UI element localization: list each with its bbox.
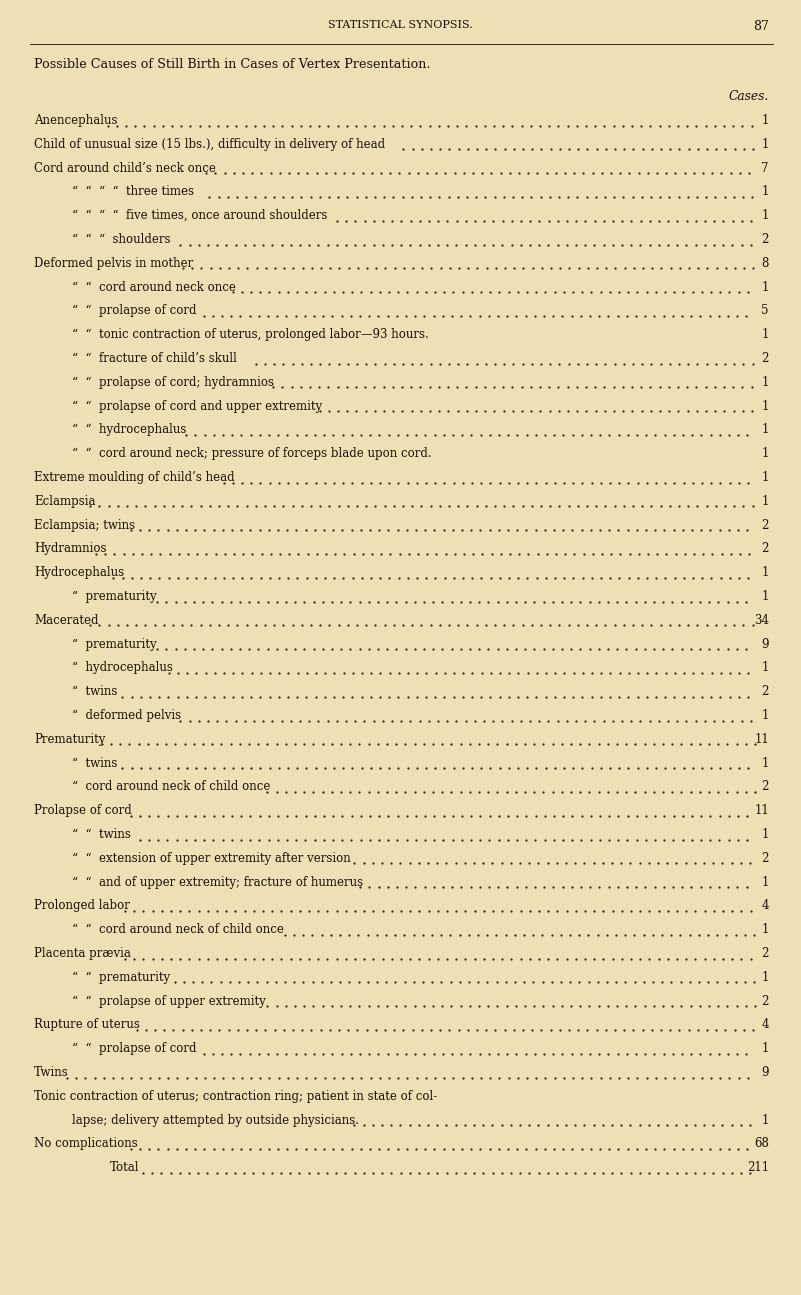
Text: “  “  tonic contraction of uterus, prolonged labor—93 hours.: “ “ tonic contraction of uterus, prolong… [72,328,429,341]
Text: 1: 1 [762,708,769,723]
Text: 1: 1 [762,210,769,223]
Text: 11: 11 [755,804,769,817]
Text: Cord around child’s neck once: Cord around child’s neck once [34,162,216,175]
Text: “  deformed pelvis: “ deformed pelvis [72,708,181,723]
Text: 4: 4 [762,900,769,913]
Text: “  “  prematurity: “ “ prematurity [72,971,170,984]
Text: Macerated: Macerated [34,614,99,627]
Text: 1: 1 [762,423,769,436]
Text: “  “  cord around neck; pressure of forceps blade upon cord.: “ “ cord around neck; pressure of forcep… [72,447,432,460]
Text: 1: 1 [762,591,769,603]
Text: “  “  cord around neck once: “ “ cord around neck once [72,281,235,294]
Text: 1: 1 [762,1114,769,1127]
Text: Twins: Twins [34,1066,69,1079]
Text: 2: 2 [762,233,769,246]
Text: Eclampsia; twins: Eclampsia; twins [34,518,135,532]
Text: “  prematurity: “ prematurity [72,637,157,650]
Text: 1: 1 [762,114,769,127]
Text: Eclampsia: Eclampsia [34,495,95,508]
Text: 4: 4 [762,1018,769,1031]
Text: 2: 2 [762,947,769,960]
Text: Child of unusual size (15 lbs.), difficulty in delivery of head: Child of unusual size (15 lbs.), difficu… [34,137,385,150]
Text: Extreme moulding of child’s head: Extreme moulding of child’s head [34,471,235,484]
Text: 1: 1 [762,376,769,388]
Text: Cases.: Cases. [729,89,769,104]
Text: 1: 1 [762,137,769,150]
Text: “  “  prolapse of cord: “ “ prolapse of cord [72,1042,196,1055]
Text: Deformed pelvis in mother: Deformed pelvis in mother [34,256,193,269]
Text: 2: 2 [762,685,769,698]
Text: 2: 2 [762,543,769,556]
Text: 1: 1 [762,328,769,341]
Text: 9: 9 [762,637,769,650]
Text: Possible Causes of Still Birth in Cases of Vertex Presentation.: Possible Causes of Still Birth in Cases … [34,58,430,71]
Text: Prematurity: Prematurity [34,733,106,746]
Text: Prolapse of cord: Prolapse of cord [34,804,131,817]
Text: 2: 2 [762,852,769,865]
Text: “  cord around neck of child once: “ cord around neck of child once [72,781,271,794]
Text: 1: 1 [762,875,769,888]
Text: 1: 1 [762,447,769,460]
Text: 34: 34 [754,614,769,627]
Text: Placenta prævia: Placenta prævia [34,947,131,960]
Text: “  twins: “ twins [72,685,118,698]
Text: “  “  “  “  five times, once around shoulders: “ “ “ “ five times, once around shoulder… [72,210,328,223]
Text: 1: 1 [762,471,769,484]
Text: 8: 8 [762,256,769,269]
Text: “  “  and of upper extremity; fracture of humerus: “ “ and of upper extremity; fracture of … [72,875,363,888]
Text: “  “  prolapse of cord; hydramnios: “ “ prolapse of cord; hydramnios [72,376,274,388]
Text: “  “  prolapse of cord and upper extremity: “ “ prolapse of cord and upper extremity [72,400,322,413]
Text: 1: 1 [762,495,769,508]
Text: 1: 1 [762,662,769,675]
Text: “  “  prolapse of cord: “ “ prolapse of cord [72,304,196,317]
Text: 9: 9 [762,1066,769,1079]
Text: 2: 2 [762,518,769,532]
Text: Tonic contraction of uterus; contraction ring; patient in state of col-: Tonic contraction of uterus; contraction… [34,1090,437,1103]
Text: Hydrocephalus: Hydrocephalus [34,566,124,579]
Text: 87: 87 [753,19,769,32]
Text: lapse; delivery attempted by outside physicians.: lapse; delivery attempted by outside phy… [72,1114,359,1127]
Text: “  “  fracture of child’s skull: “ “ fracture of child’s skull [72,352,237,365]
Text: 1: 1 [762,185,769,198]
Text: 1: 1 [762,400,769,413]
Text: Total: Total [110,1162,139,1175]
Text: 2: 2 [762,352,769,365]
Text: Rupture of uterus: Rupture of uterus [34,1018,140,1031]
Text: Hydramnios: Hydramnios [34,543,107,556]
Text: “  “  “  shoulders: “ “ “ shoulders [72,233,171,246]
Text: “  “  “  “  three times: “ “ “ “ three times [72,185,194,198]
Text: Anencephalus: Anencephalus [34,114,118,127]
Text: “  “  extension of upper extremity after version: “ “ extension of upper extremity after v… [72,852,351,865]
Text: 1: 1 [762,756,769,769]
Text: 5: 5 [762,304,769,317]
Text: “  prematurity: “ prematurity [72,591,157,603]
Text: 7: 7 [762,162,769,175]
Text: Prolonged labor: Prolonged labor [34,900,130,913]
Text: 1: 1 [762,923,769,936]
Text: STATISTICAL SYNOPSIS.: STATISTICAL SYNOPSIS. [328,19,473,30]
Text: 2: 2 [762,781,769,794]
Text: 1: 1 [762,828,769,840]
Text: “  “  cord around neck of child once: “ “ cord around neck of child once [72,923,284,936]
Text: 211: 211 [747,1162,769,1175]
Text: 2: 2 [762,995,769,1008]
Text: 1: 1 [762,971,769,984]
Text: “  “  hydrocephalus: “ “ hydrocephalus [72,423,187,436]
Text: “  twins: “ twins [72,756,118,769]
Text: 1: 1 [762,566,769,579]
Text: 1: 1 [762,281,769,294]
Text: No complications: No complications [34,1137,138,1150]
Text: 68: 68 [754,1137,769,1150]
Text: 11: 11 [755,733,769,746]
Text: “  “  prolapse of upper extremity: “ “ prolapse of upper extremity [72,995,266,1008]
Text: “  hydrocephalus: “ hydrocephalus [72,662,173,675]
Text: “  “  twins: “ “ twins [72,828,131,840]
Text: 1: 1 [762,1042,769,1055]
